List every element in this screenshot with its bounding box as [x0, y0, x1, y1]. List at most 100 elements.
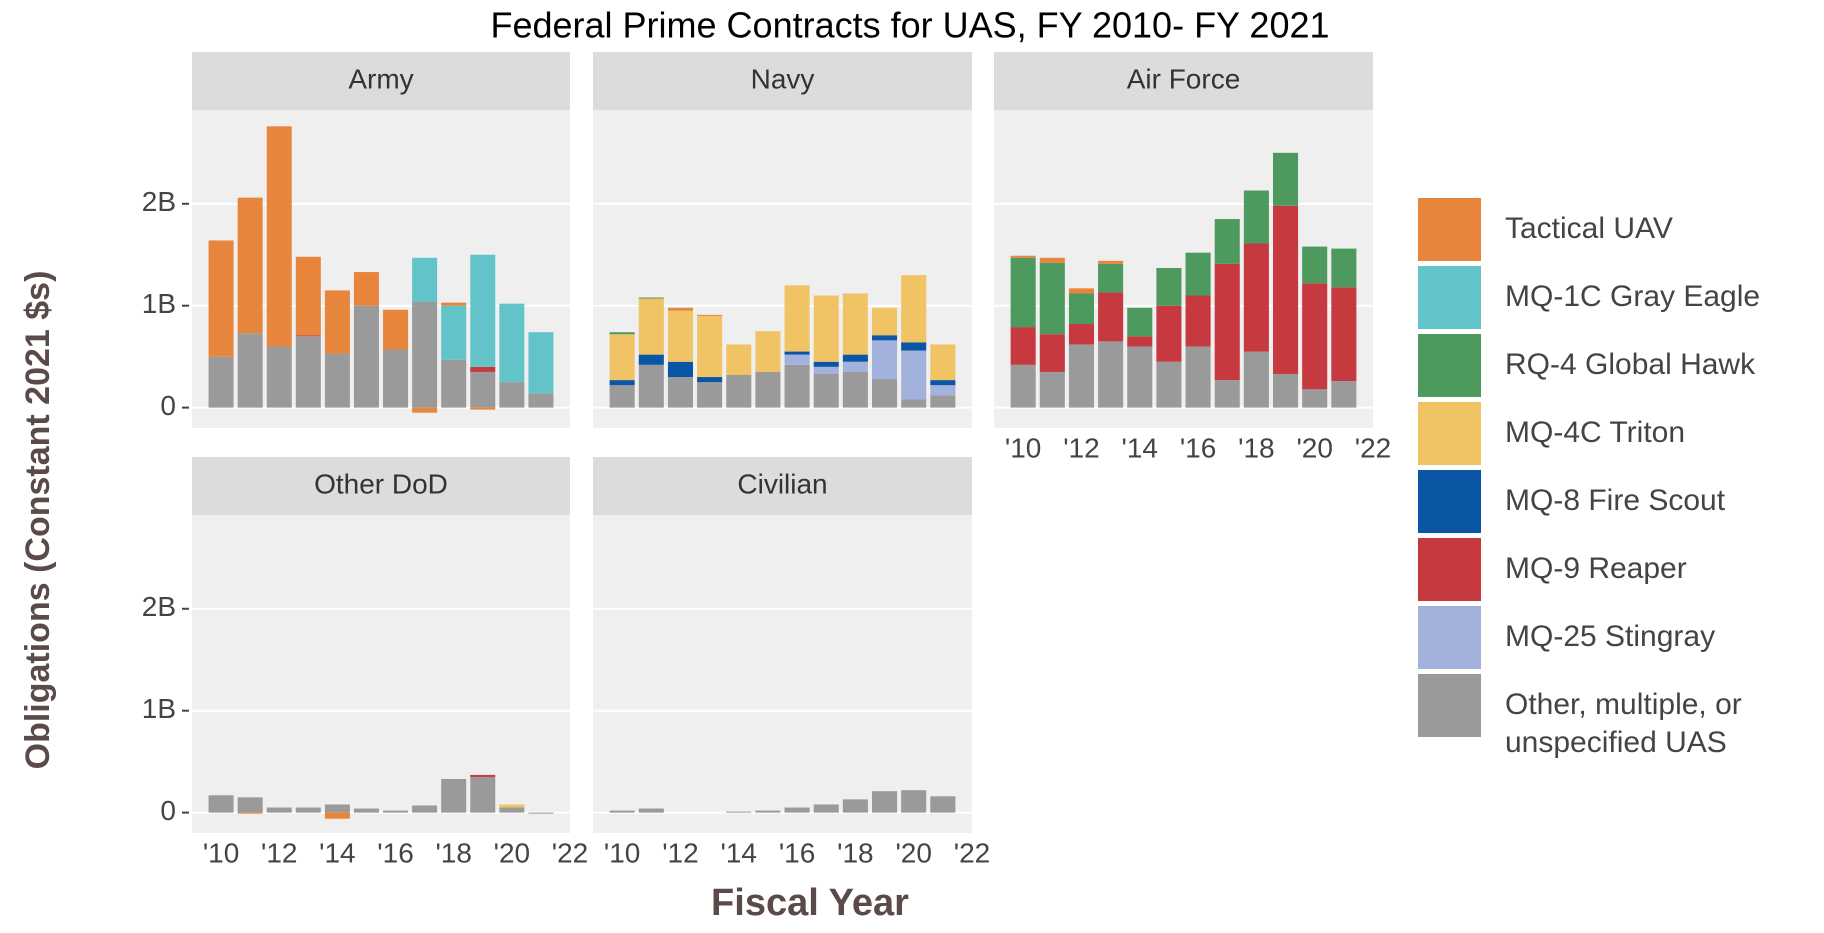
bar-segment: [1331, 381, 1357, 408]
bar-segment: [237, 197, 263, 334]
bar-segment: [1156, 267, 1182, 306]
bar-segment: [1185, 346, 1211, 408]
legend: Tactical UAV MQ-1C Gray Eagle RQ-4 Global …: [1418, 198, 1818, 767]
bar-segment: [266, 807, 292, 813]
bar-segment: [528, 393, 554, 408]
bar-segment: [1098, 260, 1124, 264]
bar-segment: [872, 379, 898, 408]
bar-segment: [1214, 380, 1240, 408]
legend-item: MQ-8 Fire Scout: [1418, 470, 1818, 533]
bar-segment: [499, 382, 525, 408]
bar-segment: [784, 285, 810, 352]
bar-segment: [638, 364, 664, 408]
bar-segment: [1331, 248, 1357, 288]
bar-segment: [667, 310, 693, 362]
legend-item: MQ-25 Stingray: [1418, 606, 1818, 669]
bar-segment: [609, 332, 635, 335]
bar-segment: [638, 298, 664, 355]
bar-segment: [499, 303, 525, 383]
x-tick-label: '10: [1005, 432, 1042, 463]
strip: [593, 457, 972, 515]
bar-segment: [412, 805, 438, 813]
bar-segment: [528, 812, 554, 814]
strip-label: Army: [348, 63, 413, 94]
bar-segment: [208, 356, 234, 408]
bar-segment: [470, 774, 496, 777]
bar-segment: [324, 804, 350, 813]
bar-segment: [528, 332, 554, 394]
x-tick-label: '16: [377, 837, 414, 868]
legend-label: MQ-4C Triton: [1505, 416, 1686, 449]
bar-segment: [353, 272, 379, 306]
bar-segment: [609, 334, 635, 381]
bar-segment: [901, 399, 927, 408]
bar-segment: [609, 380, 635, 386]
bar-segment: [470, 254, 496, 367]
bar-segment: [353, 808, 379, 813]
strip: [593, 52, 972, 110]
bar-segment: [726, 344, 752, 375]
x-tick-label: '18: [837, 837, 874, 868]
x-tick-label: '20: [1296, 432, 1333, 463]
x-tick-label: '14: [1122, 432, 1159, 463]
bar-segment: [842, 361, 868, 372]
bar-segment: [842, 354, 868, 362]
bar-segment: [872, 791, 898, 813]
legend-swatch: [1418, 266, 1481, 329]
bar-segment: [1127, 346, 1153, 408]
bar-segment: [697, 315, 723, 378]
panel-background: [192, 515, 570, 833]
bar-segment: [1302, 389, 1328, 408]
x-tick-label: '20: [895, 837, 932, 868]
x-tick-label: '16: [1180, 432, 1217, 463]
bar-segment: [667, 377, 693, 408]
bar-segment: [1331, 287, 1357, 382]
bar-segment: [1302, 283, 1328, 390]
chart-title: Federal Prime Contracts for UAS, FY 2010…: [490, 5, 1329, 46]
bar-segment: [930, 395, 956, 408]
bar-segment: [1302, 246, 1328, 284]
legend-swatch: [1418, 674, 1481, 737]
bar-segment: [295, 256, 321, 336]
bar-segment: [1273, 205, 1299, 374]
bar-segment: [901, 275, 927, 343]
bar-segment: [1098, 341, 1124, 408]
bar-segment: [324, 290, 350, 354]
bar-segment: [1243, 351, 1269, 408]
bar-segment: [667, 361, 693, 378]
legend-swatch: [1418, 402, 1481, 465]
bar-segment: [842, 371, 868, 408]
bar-segment: [295, 336, 321, 408]
bar-segment: [324, 353, 350, 408]
bar-segment: [755, 810, 781, 813]
bar-segment: [697, 382, 723, 408]
strip: [192, 457, 570, 515]
y-tick-label: 2B: [142, 591, 176, 622]
panel-background: [593, 515, 972, 833]
x-axis-label: Fiscal Year: [711, 882, 909, 924]
bar-segment: [609, 385, 635, 408]
legend-label: Tactical UAV: [1505, 212, 1673, 245]
bar-segment: [295, 807, 321, 813]
bar-segment: [412, 301, 438, 408]
bar-segment: [901, 790, 927, 813]
legend-label: RQ-4 Global Hawk: [1505, 348, 1756, 381]
bar-segment: [697, 377, 723, 383]
legend-label: MQ-8 Fire Scout: [1505, 484, 1726, 517]
bar-segment: [813, 361, 839, 367]
bar-segment: [609, 810, 635, 813]
bar-segment: [1214, 263, 1240, 381]
bar-segment: [441, 359, 467, 408]
bar-segment: [383, 309, 409, 350]
bar-segment: [1068, 293, 1094, 325]
bar-segment: [441, 302, 467, 306]
y-axis-label: Obligations (Constant 2021 $s): [19, 271, 57, 770]
x-tick-label: '18: [435, 837, 472, 868]
strip: [192, 52, 570, 110]
bar-segment: [784, 364, 810, 408]
bar-segment: [872, 335, 898, 341]
bar-segment: [383, 349, 409, 408]
bar-segment: [1273, 152, 1299, 206]
